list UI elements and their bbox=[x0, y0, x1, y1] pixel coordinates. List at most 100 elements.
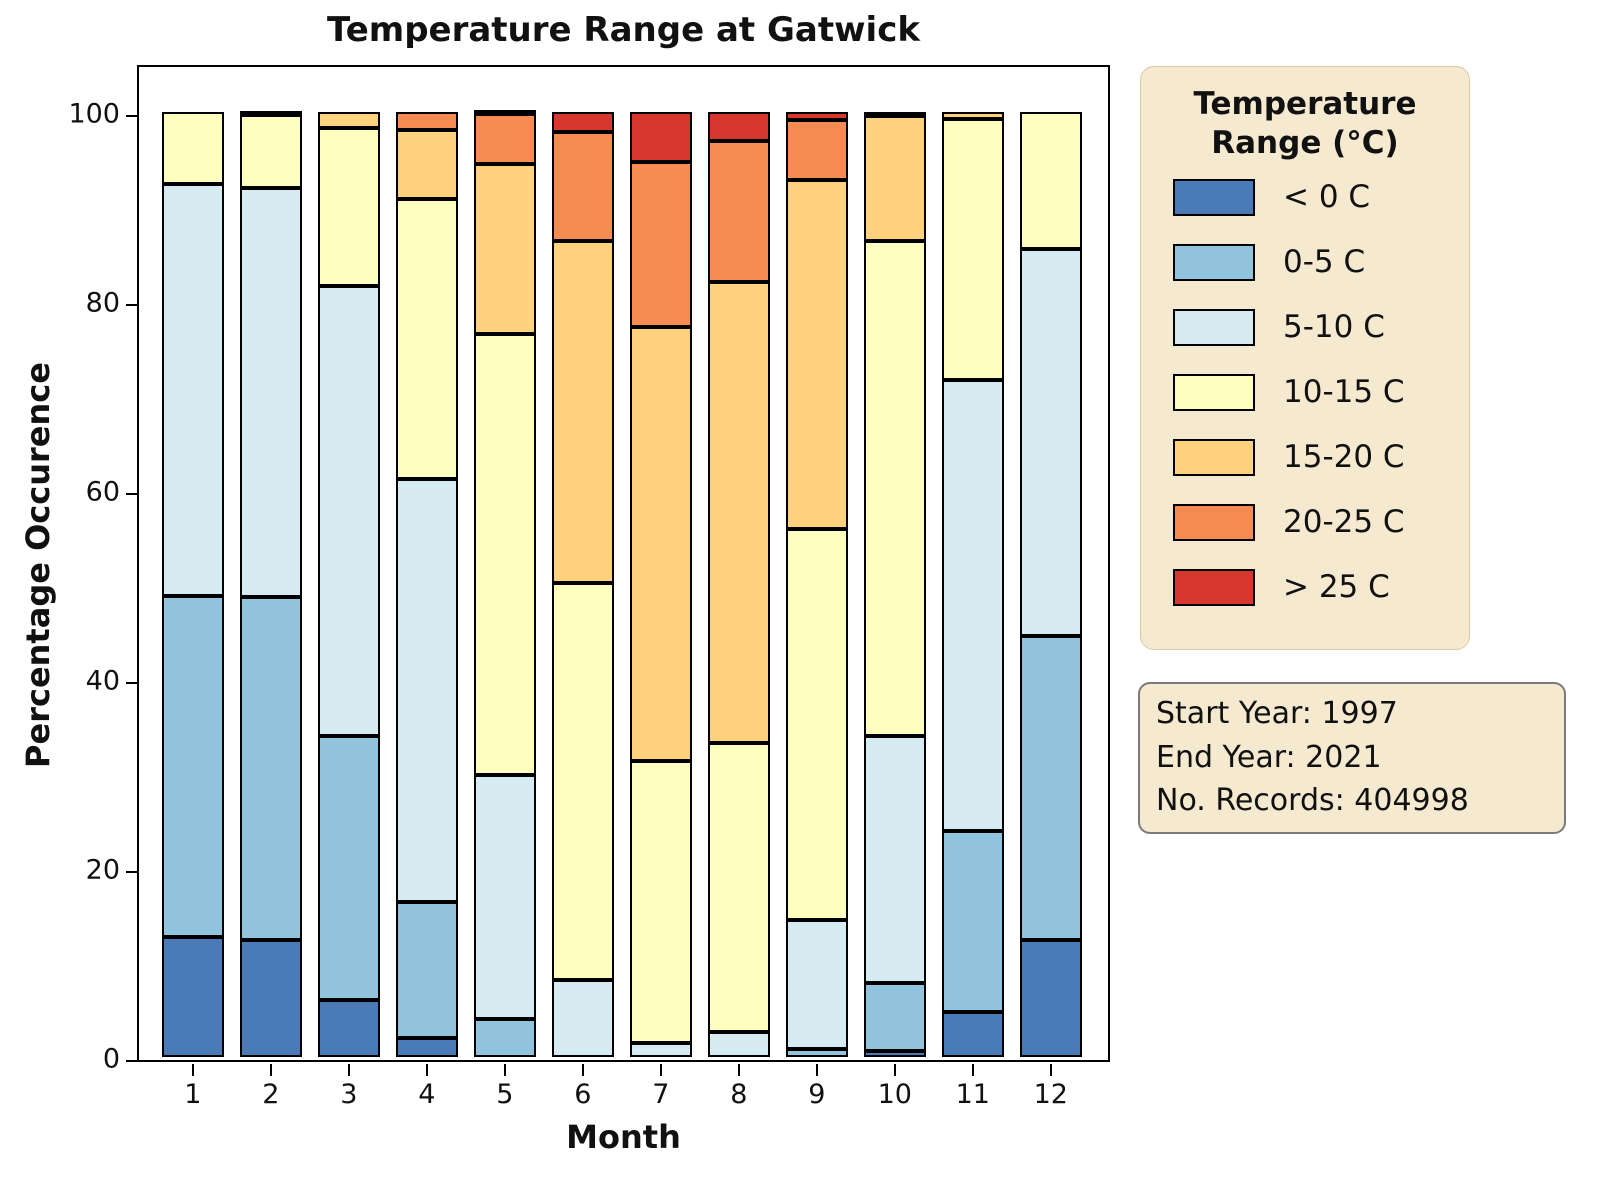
x-tick-mark bbox=[503, 1064, 507, 1076]
bar-segment bbox=[863, 983, 926, 1052]
y-tick-label: 0 bbox=[102, 1043, 120, 1075]
y-tick-mark bbox=[126, 1059, 139, 1063]
bar-segment bbox=[161, 937, 224, 1057]
legend-swatch bbox=[1173, 243, 1255, 281]
legend-swatch bbox=[1173, 568, 1255, 606]
legend-swatch bbox=[1173, 178, 1255, 216]
bar-segment bbox=[473, 775, 536, 1020]
legend-title-line2: Range (°C) bbox=[1211, 124, 1399, 161]
x-tick-label: 7 bbox=[652, 1079, 670, 1110]
x-tick-label: 1 bbox=[184, 1079, 202, 1110]
bar-segment bbox=[551, 131, 614, 241]
bar-segment bbox=[551, 112, 614, 132]
bar-segment bbox=[785, 1049, 848, 1057]
bar-segment bbox=[473, 164, 536, 335]
bar-month-2 bbox=[239, 110, 302, 1057]
legend-swatch bbox=[1173, 503, 1255, 541]
x-tick-mark bbox=[425, 1064, 429, 1076]
x-tick-label: 2 bbox=[262, 1079, 280, 1110]
bar-segment bbox=[395, 1038, 458, 1057]
x-tick-mark bbox=[815, 1064, 819, 1076]
x-tick-mark bbox=[581, 1064, 585, 1076]
x-tick-label: 5 bbox=[496, 1079, 514, 1110]
x-tick-mark bbox=[737, 1064, 741, 1076]
bar-segment bbox=[629, 761, 692, 1043]
bar-segment bbox=[473, 334, 536, 776]
plot-area: 1 2 3 4 5 6 7 8 9 10 11 12 bbox=[126, 65, 1110, 1110]
bar-month-7 bbox=[629, 112, 692, 1057]
bar-month-6 bbox=[551, 112, 614, 1057]
legend-entries: < 0 C 0-5 C 5-10 C 10-15 C 15-20 C 20-25 C > 2… bbox=[1141, 178, 1469, 606]
legend-entry: < 0 C bbox=[1173, 178, 1469, 216]
y-tick-mark bbox=[126, 681, 139, 685]
bar-segment bbox=[161, 595, 224, 937]
bar-segment bbox=[551, 980, 614, 1057]
bar-segment bbox=[239, 187, 302, 597]
bar-month-8 bbox=[707, 112, 770, 1057]
bar-segment bbox=[707, 112, 770, 142]
legend-label: < 0 C bbox=[1283, 179, 1371, 215]
bar-month-10 bbox=[863, 111, 926, 1057]
bar-segment bbox=[395, 478, 458, 903]
bar-segment bbox=[239, 939, 302, 1057]
bar-segment bbox=[941, 112, 1004, 119]
bar-segment bbox=[863, 111, 926, 116]
bar-segment bbox=[707, 743, 770, 1033]
bar-month-4 bbox=[395, 112, 458, 1057]
chart-title: Temperature Range at Gatwick bbox=[327, 10, 920, 50]
bar-segment bbox=[317, 1000, 380, 1057]
bar-segment bbox=[785, 180, 848, 529]
x-tick-label: 8 bbox=[730, 1079, 748, 1110]
y-tick-mark bbox=[126, 114, 139, 118]
y-tick-label: 80 bbox=[85, 287, 120, 319]
info-num-records: No. Records: 404998 bbox=[1156, 783, 1469, 818]
bar-segment bbox=[785, 112, 848, 120]
bar-segment bbox=[629, 162, 692, 327]
bar-segment bbox=[395, 129, 458, 199]
x-tick-mark bbox=[1049, 1064, 1053, 1076]
bar-segment bbox=[785, 528, 848, 920]
y-tick-label: 60 bbox=[85, 476, 120, 508]
bar-segment bbox=[707, 282, 770, 744]
info-start-year: Start Year: 1997 bbox=[1156, 696, 1398, 731]
y-tick-label: 20 bbox=[85, 854, 120, 886]
x-tick-label: 6 bbox=[574, 1079, 592, 1110]
bar-segment bbox=[1019, 635, 1082, 940]
x-tick-label: 11 bbox=[955, 1079, 990, 1110]
bar-segment bbox=[317, 735, 380, 1001]
legend-title: Temperature Range (°C) bbox=[1141, 85, 1469, 163]
x-tick-label: 3 bbox=[340, 1079, 358, 1110]
x-tick-label: 9 bbox=[808, 1079, 826, 1110]
legend-swatch bbox=[1173, 373, 1255, 411]
x-tick-mark bbox=[269, 1064, 273, 1076]
bar-month-11 bbox=[941, 112, 1004, 1057]
x-axis-label: Month bbox=[566, 1118, 681, 1156]
bar-month-5 bbox=[473, 109, 536, 1057]
legend-entry: 15-20 C bbox=[1173, 438, 1469, 476]
legend-label: 20-25 C bbox=[1283, 504, 1405, 540]
bar-segment bbox=[317, 285, 380, 736]
bar-month-1 bbox=[161, 112, 224, 1057]
bar-month-3 bbox=[317, 112, 380, 1057]
bar-segment bbox=[1019, 112, 1082, 250]
bar-segment bbox=[941, 118, 1004, 381]
bar-month-12 bbox=[1019, 112, 1082, 1057]
x-tick-mark bbox=[659, 1064, 663, 1076]
bar-segment bbox=[785, 920, 848, 1050]
bar-segment bbox=[629, 1042, 692, 1057]
legend-label: 15-20 C bbox=[1283, 439, 1405, 475]
y-tick-label: 40 bbox=[85, 665, 120, 697]
bar-segment bbox=[551, 240, 614, 583]
legend-swatch bbox=[1173, 308, 1255, 346]
x-tick-label: 4 bbox=[418, 1079, 436, 1110]
x-tick-mark bbox=[191, 1064, 195, 1076]
legend-label: 10-15 C bbox=[1283, 374, 1405, 410]
bar-segment bbox=[785, 119, 848, 181]
legend-entry: 10-15 C bbox=[1173, 373, 1469, 411]
bar-segment bbox=[239, 596, 302, 940]
bar-segment bbox=[863, 1051, 926, 1057]
bar-segment bbox=[629, 326, 692, 762]
bar-segment bbox=[239, 114, 302, 188]
y-tick-mark bbox=[126, 492, 139, 496]
legend-entry: 0-5 C bbox=[1173, 243, 1469, 281]
